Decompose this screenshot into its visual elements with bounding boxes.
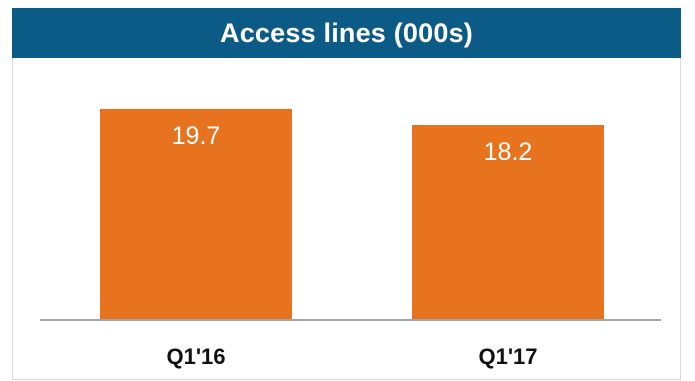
bar-2 — [412, 125, 604, 320]
labels-group: 19.7 Q1'16 18.2 Q1'17 — [166, 122, 537, 369]
bars-group — [100, 108, 604, 320]
chart-title: Access lines (000s) — [12, 8, 681, 58]
x-tick-label-2: Q1'17 — [478, 344, 537, 369]
x-tick-label-1: Q1'16 — [166, 344, 225, 369]
data-label-2: 18.2 — [484, 138, 533, 166]
bar-1 — [100, 108, 292, 320]
data-label-1: 19.7 — [172, 122, 221, 150]
